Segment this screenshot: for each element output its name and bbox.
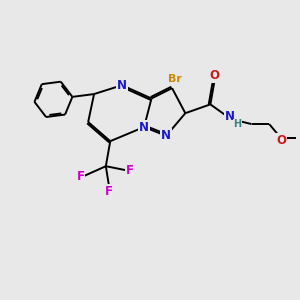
Text: F: F xyxy=(76,170,85,183)
Text: F: F xyxy=(105,185,113,198)
Text: F: F xyxy=(126,164,134,177)
Text: Br: Br xyxy=(167,74,182,84)
Text: N: N xyxy=(117,79,127,92)
Text: H: H xyxy=(233,119,242,129)
Text: N: N xyxy=(224,110,235,123)
Text: O: O xyxy=(276,134,286,147)
Text: O: O xyxy=(210,69,220,82)
Text: N: N xyxy=(139,121,149,134)
Text: N: N xyxy=(161,129,171,142)
